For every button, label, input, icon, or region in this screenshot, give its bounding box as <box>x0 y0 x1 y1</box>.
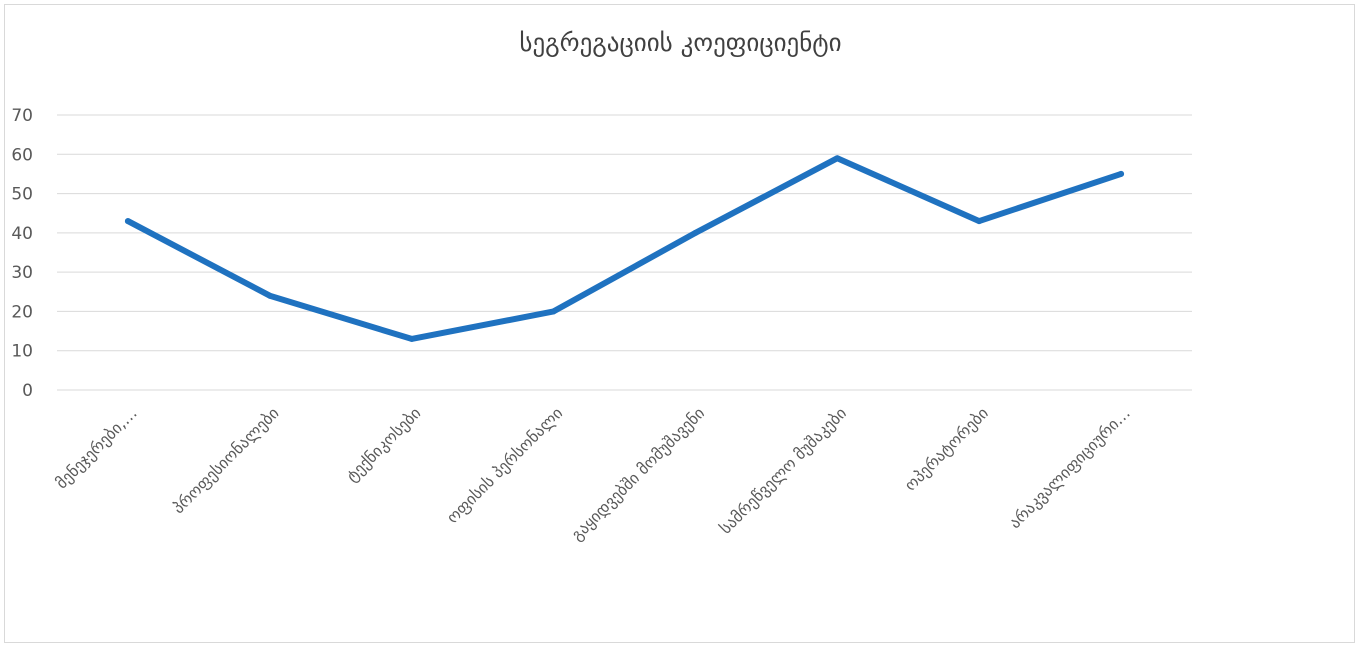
x-tick-label: მენეჯერები,… <box>52 403 141 492</box>
x-tick-label: ოფისის პერსონალი <box>443 403 567 527</box>
chart-title: სეგრეგაციის კოეფიციენტი <box>519 28 842 57</box>
x-tick-label: გაყიდვებში მომუშავენი <box>567 403 708 544</box>
x-tick-label: ტექნიკოსები <box>342 403 424 485</box>
series-line <box>124 155 1125 342</box>
y-tick-label: 60 <box>11 145 33 165</box>
y-tick-label: 40 <box>11 224 33 244</box>
data-point <box>692 229 699 236</box>
y-tick-label: 20 <box>11 302 33 322</box>
y-tick-label: 70 <box>11 106 33 126</box>
data-point <box>976 218 983 225</box>
x-tick-label: პროფესიონალები <box>169 403 283 517</box>
data-point <box>834 155 841 162</box>
y-tick-label: 50 <box>11 185 33 205</box>
data-point <box>1118 170 1125 177</box>
y-tick-label: 0 <box>22 381 33 401</box>
x-tick-label: ოპერატორები <box>901 403 992 494</box>
chart-area <box>4 4 1355 643</box>
y-tick-label: 30 <box>11 263 33 283</box>
data-point <box>124 218 131 225</box>
x-tick-label: არაკვალიფიციური… <box>1005 403 1134 532</box>
data-point <box>550 308 557 315</box>
data-point <box>408 335 415 342</box>
data-point <box>266 292 273 299</box>
y-tick-label: 10 <box>11 342 33 362</box>
x-tick-label: სამრეწველო მუშაკები <box>716 403 850 537</box>
